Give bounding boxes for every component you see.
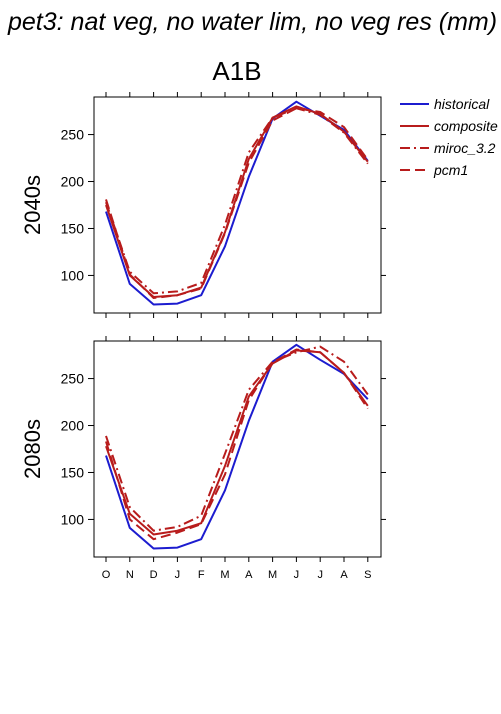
y-tick-label: 250 [61, 371, 85, 387]
y-tick-label: 100 [61, 511, 85, 527]
x-tick-label: M [268, 569, 277, 581]
y-tick-label: 250 [61, 127, 85, 143]
scenario-title: A1B [212, 56, 261, 86]
series-line-historical [105, 100, 369, 306]
panel-2040s: 100 150 200 250 2040s [20, 92, 386, 318]
y-tick-label: 150 [61, 220, 85, 236]
y-tick-label: 100 [61, 267, 85, 283]
x-tick-label: M [220, 569, 229, 581]
series-line-miroc-3-2 [105, 107, 369, 295]
x-tick-label: O [102, 569, 111, 581]
x-tick-label: J [317, 569, 323, 581]
x-tick-label: F [198, 569, 205, 581]
y-tick-label: 200 [61, 418, 85, 434]
panel-frame [93, 340, 382, 558]
x-tick-label: A [340, 569, 348, 581]
y-tick-label: 200 [61, 174, 85, 190]
x-tick-label: A [245, 569, 253, 581]
row-label-2080s: 2080s [20, 419, 45, 479]
y-tick-label: 150 [61, 464, 85, 480]
panel-2080s: 100 150 200 250 2080s [20, 336, 386, 562]
series-line-composite [105, 105, 369, 298]
legend-label-miroc-3-2: miroc_3.2 [434, 140, 496, 156]
row-label-2040s: 2040s [20, 175, 45, 235]
main-title: pet3: nat veg, no water lim, no veg res … [7, 8, 497, 36]
series-line-pcm1 [105, 348, 369, 541]
x-tick-label: D [150, 569, 158, 581]
series-line-pcm1 [105, 107, 369, 299]
legend: historical composite miroc_3.2 pcm1 [400, 96, 498, 178]
x-tick-label: S [364, 569, 371, 581]
series-line-historical [105, 343, 369, 550]
x-tick-label: N [126, 569, 134, 581]
panel-frame [93, 96, 382, 314]
series-line-composite [105, 349, 369, 536]
legend-label-historical: historical [434, 96, 490, 112]
x-tick-label: J [175, 569, 181, 581]
x-tick-label: J [294, 569, 300, 581]
legend-label-pcm1: pcm1 [433, 162, 468, 178]
legend-label-composite: composite [434, 118, 498, 134]
series-line-miroc-3-2 [105, 345, 369, 532]
